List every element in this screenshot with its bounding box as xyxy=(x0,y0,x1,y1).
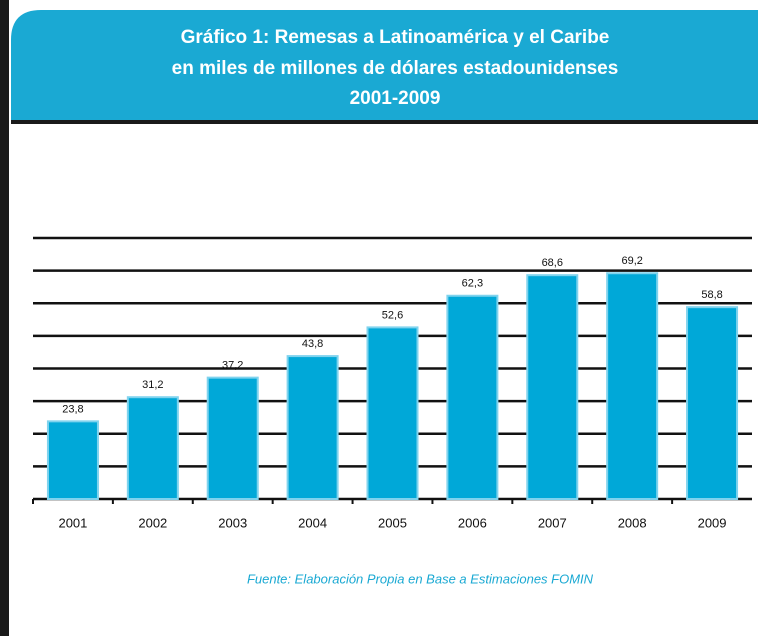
bar xyxy=(366,326,419,500)
source-note: Fuente: Elaboración Propia en Base a Est… xyxy=(247,571,594,586)
x-tick-label: 2005 xyxy=(378,515,407,530)
x-tick-label: 2009 xyxy=(698,515,727,530)
x-tick-label: 2004 xyxy=(298,515,327,530)
bar xyxy=(526,274,579,500)
value-label: 37,2 xyxy=(222,360,243,372)
bar xyxy=(46,420,99,501)
x-tick-label: 2003 xyxy=(218,515,247,530)
value-label: 62,3 xyxy=(462,278,483,290)
value-label: 31,2 xyxy=(142,379,163,391)
value-label: 43,8 xyxy=(302,338,323,350)
x-tick-label: 2006 xyxy=(458,515,487,530)
value-label: 52,6 xyxy=(382,309,403,321)
bar xyxy=(446,294,499,500)
left-border xyxy=(0,0,9,636)
bar xyxy=(686,306,739,501)
header-banner xyxy=(11,10,758,120)
value-label: 58,8 xyxy=(701,289,722,301)
bar xyxy=(606,272,659,500)
bar xyxy=(126,396,179,500)
x-tick-label: 2007 xyxy=(538,515,567,530)
bar xyxy=(206,376,259,501)
x-tick-label: 2001 xyxy=(58,515,87,530)
chart-title: Gráfico 1: Remesas a Latinoamérica y el … xyxy=(181,27,610,48)
x-tick-label: 2008 xyxy=(618,515,647,530)
chart-period: 2001-2009 xyxy=(350,88,441,109)
value-label: 68,6 xyxy=(542,257,563,269)
x-tick-label: 2002 xyxy=(138,515,167,530)
value-label: 23,8 xyxy=(62,403,83,415)
value-label: 69,2 xyxy=(621,255,642,267)
bar xyxy=(286,355,339,501)
header-rule xyxy=(11,120,758,124)
chart-subtitle: en miles de millones de dólares estadoun… xyxy=(172,58,619,79)
